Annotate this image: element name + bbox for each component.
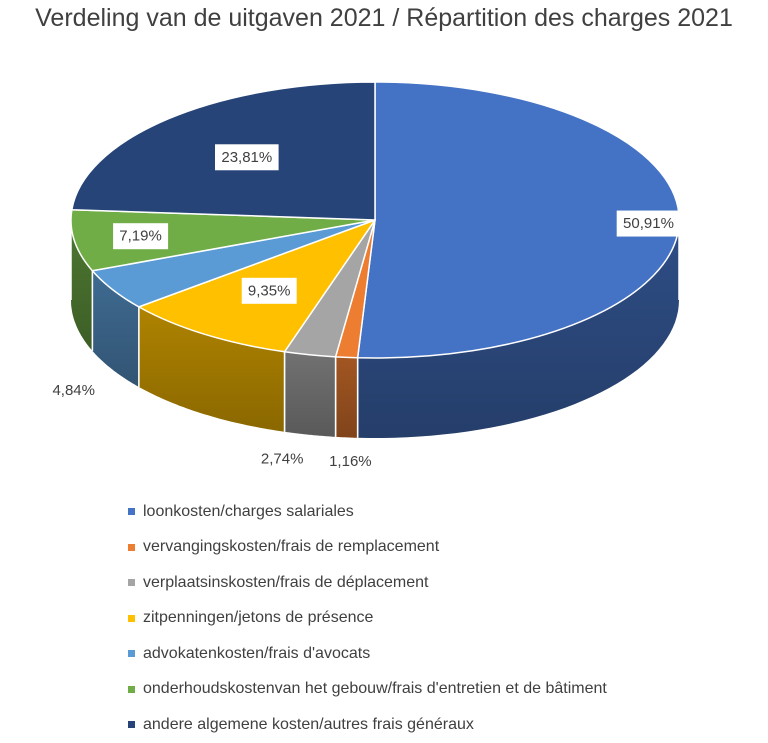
legend-swatch-1 (128, 543, 135, 551)
legend-label-2: verplaatsinskosten/frais de déplacement (143, 573, 429, 591)
data-label-4: 4,84% (52, 382, 95, 399)
legend-item-6: andere algemene kosten/autres frais géné… (128, 707, 607, 743)
legend-swatch-5 (128, 685, 135, 693)
pie-chart: 50,91% 1,16% 2,74% 9,35% 4,84% 7,19% 23,81% (52, 81, 681, 470)
chart-legend: loonkosten/charges salariales vervangings… (128, 494, 607, 743)
data-label-5: 7,19% (113, 223, 169, 250)
data-label-text-4: 4,84% (52, 382, 95, 399)
pie-side-shade-0 (357, 220, 679, 438)
pie-side-shade-3 (138, 306, 285, 432)
legend-label-5: onderhoudskostenvan het gebouw/frais d'e… (143, 680, 607, 698)
chart-title: Verdeling van de uitgaven 2021 / Réparti… (35, 4, 733, 32)
legend-item-2: verplaatsinskosten/frais de déplacement (128, 565, 607, 601)
legend-swatch-4 (128, 650, 135, 658)
legend-item-0: loonkosten/charges salariales (128, 494, 607, 530)
data-label-box-6 (214, 144, 279, 171)
data-label-box-3 (241, 277, 297, 304)
legend-item-1: vervangingskosten/frais de remplacement (128, 530, 607, 566)
data-label-1: 1,16% (329, 453, 372, 470)
legend-label-1: vervangingskosten/frais de remplacement (143, 538, 440, 556)
pie-side-shade-4 (92, 270, 139, 387)
data-label-6: 23,81% (214, 144, 279, 171)
data-label-text-2: 2,74% (261, 450, 304, 467)
pie-side-shade-5 (71, 220, 93, 351)
data-label-box-0 (616, 210, 681, 237)
legend-label-3: zitpenningen/jetons de présence (143, 609, 374, 627)
data-label-text-5: 7,19% (119, 228, 162, 245)
legend-item-3: zitpenningen/jetons de présence (128, 601, 607, 637)
data-label-2: 2,74% (261, 450, 304, 467)
pie-side-shade-2 (284, 351, 336, 437)
legend-item-4: advokatenkosten/frais d'avocats (128, 636, 607, 672)
legend-label-4: advokatenkosten/frais d'avocats (143, 644, 371, 662)
legend-swatch-0 (128, 508, 135, 516)
legend-swatch-2 (128, 579, 135, 587)
data-label-text-0: 50,91% (623, 215, 674, 232)
legend-label-0: loonkosten/charges salariales (143, 502, 354, 520)
legend-swatch-6 (128, 721, 135, 729)
data-label-3: 9,35% (241, 277, 297, 304)
data-label-text-3: 9,35% (248, 282, 291, 299)
data-label-box-5 (113, 223, 169, 250)
legend-label-6: andere algemene kosten/autres frais géné… (143, 715, 474, 733)
pie-side-shade-1 (335, 356, 358, 438)
data-label-0: 50,91% (616, 210, 681, 237)
legend-item-5: onderhoudskostenvan het gebouw/frais d'e… (128, 672, 607, 708)
legend-swatch-3 (128, 614, 135, 622)
data-label-text-6: 23,81% (221, 149, 272, 166)
data-label-text-1: 1,16% (329, 453, 372, 470)
